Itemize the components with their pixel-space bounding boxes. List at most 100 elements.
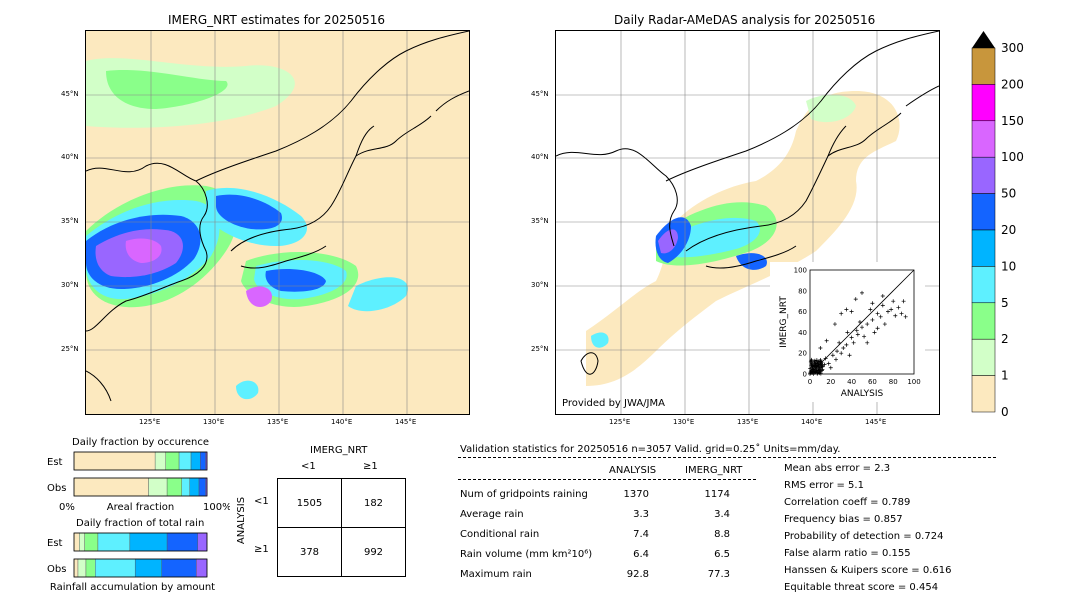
stats-analysis-value: 6.4 xyxy=(633,549,649,560)
bar-segment xyxy=(161,558,197,578)
bar-segment xyxy=(165,451,180,471)
stats-label: Conditional rain xyxy=(460,529,540,540)
stats-label: Maximum rain xyxy=(460,569,532,580)
scatter-point xyxy=(880,294,885,298)
colorbar-tick-label: 0 xyxy=(1001,405,1009,419)
colorbar-extend-arrow xyxy=(972,31,995,48)
scatter-point xyxy=(823,356,828,361)
left-lon-tick-125: 125°E xyxy=(139,418,161,426)
scatter-y-tick: 40 xyxy=(798,329,807,337)
colorbar-segment xyxy=(971,47,996,85)
bar-segment xyxy=(189,477,200,497)
scatter-x-tick: 100 xyxy=(907,378,920,386)
stats-analysis-value: 92.8 xyxy=(626,569,649,580)
bar-xlabel: Rainfall accumulation by amount xyxy=(50,582,215,593)
stats-label: Num of gridpoints raining xyxy=(460,489,588,500)
scatter-point xyxy=(870,317,875,322)
stats-col-divider xyxy=(458,479,756,480)
scatter-point xyxy=(841,346,846,350)
scatter-point xyxy=(875,311,880,316)
left-lat-tick-45: 45°N xyxy=(61,90,79,98)
right-lon-tick-145: 145°E xyxy=(865,418,887,426)
scatter-point xyxy=(844,342,849,347)
scatter-point xyxy=(860,290,864,295)
scatter-point xyxy=(832,322,837,327)
scatter-point xyxy=(818,346,823,350)
bar-frame xyxy=(73,532,208,552)
bar-category-label: Obs xyxy=(47,483,66,494)
stats-row: Average rain xyxy=(460,509,524,520)
scatter-point xyxy=(820,362,825,367)
stats-label: Rain volume (mm km²10⁶) xyxy=(460,549,593,560)
colorbar-segment xyxy=(971,302,996,340)
scatter-point xyxy=(813,361,818,366)
scatter-point xyxy=(844,307,849,312)
scatter-point xyxy=(882,322,887,327)
scatter-point xyxy=(828,365,833,370)
left-lat-tick-35: 35°N xyxy=(61,217,79,225)
right-lat-tick-35: 35°N xyxy=(531,217,549,225)
score-hk: Hanssen & Kuipers score = 0.616 xyxy=(784,565,952,576)
score-rmse: RMS error = 5.1 xyxy=(784,480,864,491)
bar-category-label: Est xyxy=(47,457,63,468)
scatter-inset: 00 20 20 40 40 60 60 80 80 100 100 ANALYSIS IMERG_NR… xyxy=(770,262,925,402)
colorbar-tick-label: 200 xyxy=(1001,77,1024,91)
colorbar-tick-label: 1 xyxy=(1001,369,1009,383)
colorbar-segment xyxy=(971,156,996,194)
cell-hit-neg: 1505 xyxy=(277,478,342,528)
stats-row: Num of gridpoints raining xyxy=(460,489,588,500)
bar-frame xyxy=(73,477,208,497)
bar-segment xyxy=(73,558,79,578)
right-lon-tick-140: 140°E xyxy=(801,418,823,426)
scatter-point xyxy=(857,320,862,324)
colorbar-tick-label: 5 xyxy=(1001,296,1009,310)
scatter-point xyxy=(903,314,908,319)
colorbar-segment xyxy=(971,338,996,376)
scatter-point xyxy=(901,299,906,304)
scatter-y-tick: 20 xyxy=(798,350,807,358)
colorbar-segment xyxy=(971,266,996,304)
scatter-point xyxy=(835,349,840,354)
stats-analysis-value: 3.3 xyxy=(633,509,649,520)
bar-segment xyxy=(73,532,80,552)
scatter-x-tick: 20 xyxy=(826,378,835,386)
cell-miss: 378 xyxy=(277,527,342,577)
scatter-point xyxy=(839,311,844,316)
left-map-title: IMERG_NRT estimates for 20250516 xyxy=(168,13,385,27)
cell-false-alarm: 182 xyxy=(341,478,406,528)
scatter-point xyxy=(855,332,860,337)
score-ets: Equitable threat score = 0.454 xyxy=(784,582,939,593)
score-mae: Mean abs error = 2.3 xyxy=(784,463,891,474)
scatter-point xyxy=(820,367,825,372)
scatter-point xyxy=(824,338,829,343)
left-lon-tick-135: 135°E xyxy=(267,418,289,426)
scatter-point xyxy=(868,307,873,312)
stats-analysis-value: 1370 xyxy=(623,489,649,500)
bar-segment xyxy=(197,532,208,552)
cell-hit: 992 xyxy=(341,527,406,577)
right-lat-tick-25: 25°N xyxy=(531,345,549,353)
contingency-row-title: ANALYSIS xyxy=(236,496,248,545)
bar-segment xyxy=(190,451,201,471)
scatter-y-tick: 100 xyxy=(794,267,807,275)
contingency-table: 1505 182 378 992 xyxy=(277,478,406,577)
colorbar-segment xyxy=(971,120,996,158)
occurrence-chart: Est Obs 0% 100% Areal fraction xyxy=(47,451,230,513)
bar-segment xyxy=(73,477,149,497)
bar-frame xyxy=(73,451,208,471)
left-lon-tick-130: 130°E xyxy=(203,418,225,426)
contingency-col-ge1: ≥1 xyxy=(363,461,378,472)
scatter-x-tick: 60 xyxy=(868,378,877,386)
colorbar-segment xyxy=(971,84,996,122)
bar-segment xyxy=(95,558,136,578)
bar-segment xyxy=(154,451,166,471)
right-map-title: Daily Radar-AMeDAS analysis for 20250516 xyxy=(614,13,876,27)
contingency-col-lt1: <1 xyxy=(301,461,316,472)
scatter-point xyxy=(893,313,898,318)
scatter-point xyxy=(891,299,896,304)
right-lat-tick-30: 30°N xyxy=(531,281,549,289)
total-rain-title: Daily fraction of total rain xyxy=(76,518,205,529)
bar-category-label: Est xyxy=(47,538,63,549)
score-far: False alarm ratio = 0.155 xyxy=(784,548,911,559)
bar-xlabel: Areal fraction xyxy=(107,502,174,513)
